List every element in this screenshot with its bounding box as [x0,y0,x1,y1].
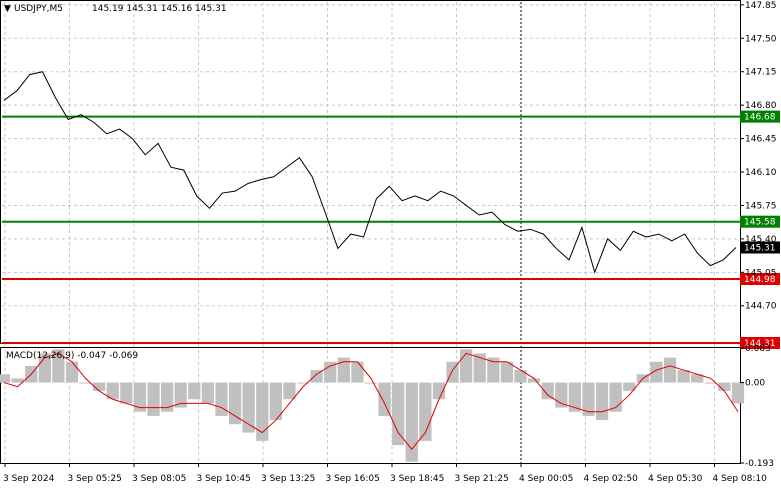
macd-signal-line [3,352,739,451]
y-tick-label: 145.40 [745,235,777,245]
y-tick-label: 146.45 [745,135,777,145]
macd-bar [527,378,541,383]
macd-signal [3,352,739,451]
x-tick-label: 3 Sep 2024 [3,474,55,484]
macd-bar [324,361,337,383]
x-tick-label: 3 Sep 05:25 [68,474,122,484]
level-price-box [740,110,780,123]
macd-bar [487,357,500,383]
y-tick-label: 147.50 [745,34,777,44]
level-price-box [740,273,780,286]
macd-bar [595,382,609,421]
macd-bar [663,357,677,383]
y-tick-label: 147.85 [745,1,777,11]
y-tick-label: 146.10 [745,168,777,178]
macd-pane-frame [0,347,741,464]
x-tick-label: 3 Sep 21:25 [455,474,509,484]
macd-bar [623,382,636,391]
y-tick-label: 145.05 [745,268,777,278]
macd-tick-label: 0.083 [745,344,771,354]
macd-bar [269,382,282,421]
macd-bar [405,382,418,462]
macd-tick-label: -0.193 [745,459,774,469]
macd-bar [201,382,215,404]
macd-bar [256,382,269,441]
macd-bar [691,374,704,383]
macd-bar [215,382,228,416]
macd-bar [147,382,160,416]
macd-bar [541,382,554,400]
y-tick-label: 147.15 [745,68,777,78]
macd-bar [174,382,187,408]
x-tick-label: 3 Sep 10:45 [197,474,251,484]
macd-label: MACD(12,26,9) -0.047 -0.069 [6,351,138,361]
macd-bar [432,382,446,400]
x-tick-label: 4 Sep 00:05 [519,474,573,484]
price-axis: 147.85 147.50 147.15 146.80 146.45 146.10 145.… [740,1,777,312]
macd-bar [120,382,133,404]
macd-axis: 0.083 0.00 -0.193 [740,344,774,469]
x-tick-label: 4 Sep 02:50 [584,474,639,484]
x-tick-label: 4 Sep 05:30 [648,474,703,484]
macd-bar [704,382,717,384]
y-tick-label: 145.75 [745,201,777,211]
x-tick-label: 4 Sep 08:10 [713,474,768,484]
level-price-box [740,215,780,228]
macd-bar [337,357,350,383]
macd-bar [351,361,364,383]
macd-bar [677,370,690,383]
price-series: 145.31 [3,71,780,274]
macd-bar [160,382,174,412]
macd-tick-label: 0.00 [745,379,765,389]
symbol-label: USDJPY,M5 [14,4,63,14]
macd-bar [106,382,119,400]
macd-bar [731,382,745,404]
macd-bar [11,378,24,383]
macd-bar [378,382,391,416]
macd-bar [650,361,663,383]
level-price-box [740,337,780,349]
level-lines: 146.68 145.58 144.98 144.31 [2,110,780,349]
macd-bar [93,382,106,391]
x-tick-label: 3 Sep 18:45 [390,474,444,484]
macd-bar [188,382,201,400]
time-axis: 3 Sep 2024 3 Sep 05:25 3 Sep 08:05 3 Sep 10… [3,463,767,484]
macd-bar [242,382,255,433]
level-price-label: 146.68 [744,113,776,123]
level-price-label: 145.58 [744,218,776,228]
x-tick-label: 3 Sep 08:05 [132,474,186,484]
current-price-box [740,241,780,254]
macd-bar [283,382,296,400]
macd-bar [0,374,11,383]
y-tick-label: 144.70 [745,302,777,312]
macd-bar [65,361,79,383]
level-price-label: 144.98 [744,275,776,285]
macd-bar [79,382,92,384]
macd-bar [473,353,486,383]
macd-bar [582,382,595,416]
header-triangle-icon[interactable]: ▼ [4,4,11,14]
macd-bar [364,382,378,384]
level-price-label: 144.31 [744,339,776,349]
macd-histogram [0,349,745,462]
x-tick-label: 3 Sep 13:25 [261,474,315,484]
ohlc-label: 145.19 145.31 145.16 145.31 [92,4,227,14]
macd-bar [392,382,405,446]
x-tick-label: 3 Sep 16:05 [326,474,380,484]
macd-bar [568,382,582,412]
macd-bar [133,382,147,412]
macd-bar [52,349,65,383]
y-tick-label: 146.80 [745,101,777,111]
macd-bar [514,370,527,383]
current-price-label: 145.31 [744,243,776,253]
macd-bar [310,370,323,383]
macd-bar [296,382,310,384]
price-line [3,71,737,274]
macd-bar [718,382,731,391]
macd-bar [500,361,514,383]
